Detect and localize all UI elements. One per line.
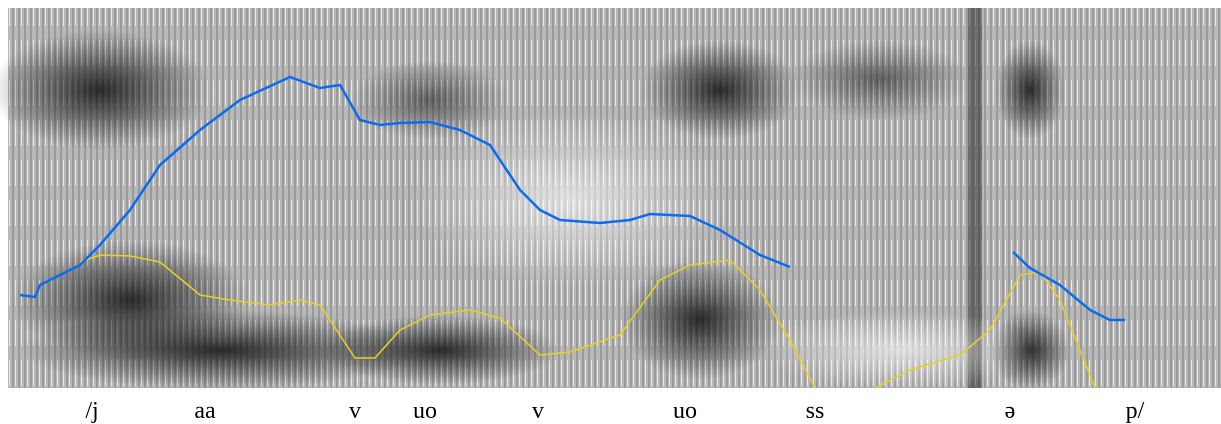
spectrogram: [0, 8, 1221, 390]
segment-label: aa: [194, 398, 216, 424]
pitch-contour: [19, 75, 791, 299]
segment-label: /j: [85, 398, 98, 424]
pitch-contour: [1012, 251, 1125, 322]
segment-label: v: [532, 398, 544, 424]
intensity-contour: [79, 254, 816, 389]
segment-label: uo: [673, 398, 697, 424]
segment-label: ss: [806, 398, 825, 424]
segment-label: ə: [1005, 398, 1016, 424]
segment-label: v: [349, 398, 361, 424]
segment-label: uo: [413, 398, 437, 424]
intensity-contour: [874, 271, 1096, 389]
segment-labels: /j aa v uo v uo ss ə p/: [85, 398, 1144, 424]
segment-label: p/: [1126, 398, 1145, 424]
